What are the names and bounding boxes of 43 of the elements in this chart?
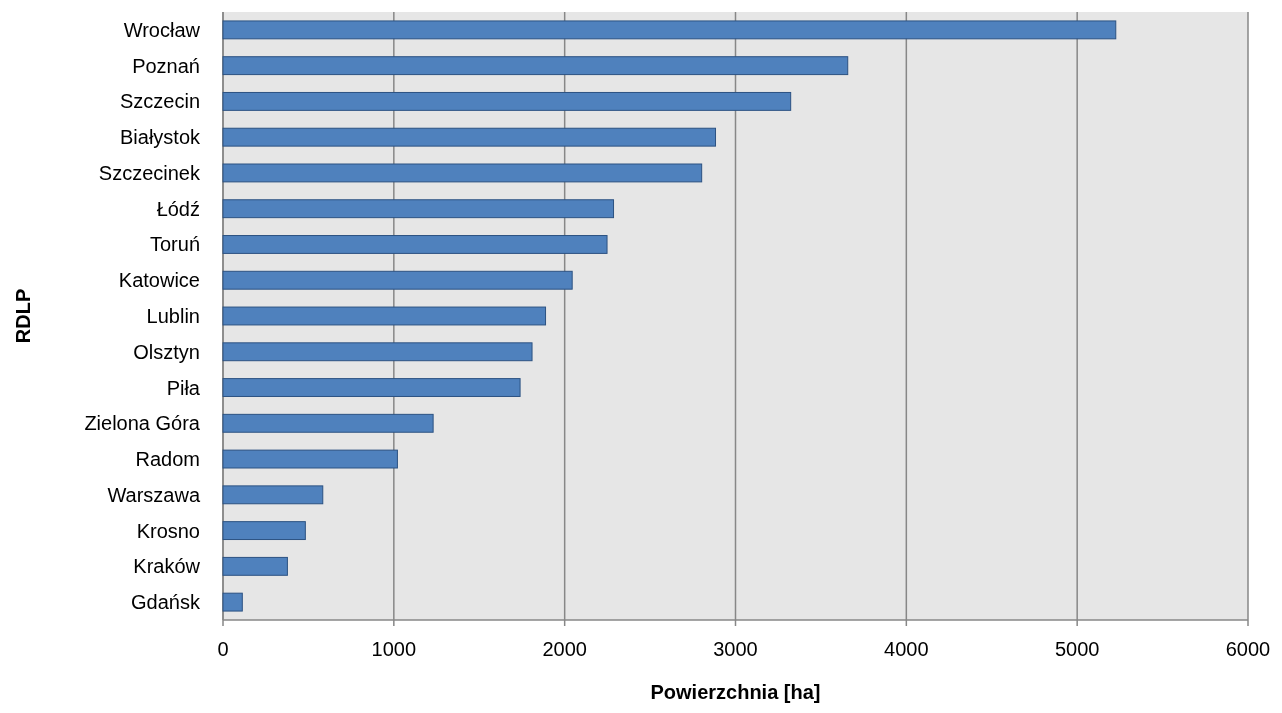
x-tick-label: 2000 — [542, 638, 587, 660]
bar — [222, 20, 1117, 40]
bar — [222, 306, 547, 326]
bar — [222, 485, 324, 505]
bar — [222, 413, 434, 433]
y-tick-label: Wrocław — [123, 18, 201, 41]
y-axis-title: RDLP — [12, 288, 34, 344]
x-tick-label: 5000 — [1054, 638, 1100, 660]
y-tick-label: Olsztyn — [133, 340, 200, 363]
x-tick-label: 3000 — [713, 638, 758, 660]
y-tick-label: Poznań — [132, 54, 200, 77]
bar — [222, 449, 398, 469]
y-tick-label: Krosno — [136, 519, 200, 542]
y-tick-label: Zielona Góra — [84, 412, 201, 435]
bar — [222, 163, 703, 183]
y-tick-label: Szczecin — [119, 90, 200, 113]
bar — [222, 521, 306, 541]
x-tick-label: 4000 — [884, 638, 929, 660]
x-tick-label: 1000 — [371, 638, 417, 660]
y-tick-label: Szczecinek — [98, 161, 201, 184]
y-tick-label: Łódź — [156, 197, 200, 220]
bar — [222, 235, 608, 254]
bar — [222, 556, 288, 576]
y-tick-label: Lublin — [146, 305, 200, 327]
x-tick-label: 0 — [217, 638, 229, 660]
x-axis-title: Powierzchnia [ha] — [650, 681, 821, 703]
bar — [222, 270, 573, 290]
y-tick-label: Gdańsk — [131, 591, 201, 614]
y-tick-label: Białystok — [119, 126, 201, 149]
y-tick-label: Kraków — [133, 555, 201, 578]
y-tick-label: Katowice — [118, 269, 200, 292]
bar — [222, 342, 533, 362]
bar — [222, 199, 615, 219]
y-tick-label: Radom — [135, 448, 200, 471]
bar — [222, 127, 717, 147]
bar — [222, 592, 243, 612]
y-tick-label: Warszawa — [107, 483, 201, 506]
x-tick-label: 6000 — [1225, 638, 1271, 660]
bar — [222, 56, 849, 76]
y-tick-label: Piła — [166, 376, 201, 399]
bar — [222, 378, 521, 397]
bar — [222, 91, 792, 111]
y-tick-label: Toruń — [149, 233, 200, 256]
